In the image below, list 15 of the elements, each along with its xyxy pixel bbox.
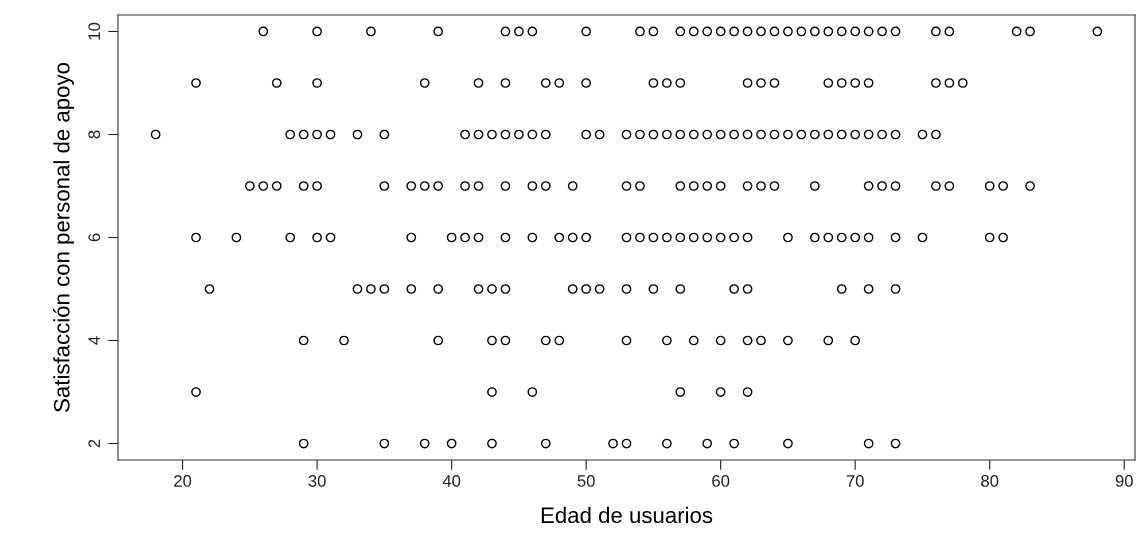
y-tick-label: 8 <box>88 130 101 139</box>
x-tick-label: 50 <box>577 475 595 487</box>
x-tick-label: 40 <box>442 475 461 487</box>
x-axis-title: Edad de usuarios <box>541 506 713 524</box>
y-tick-label: 6 <box>88 233 101 242</box>
y-tick-label: 10 <box>88 22 101 40</box>
x-tick-label: 80 <box>981 475 999 487</box>
y-tick-label: 2 <box>88 439 100 448</box>
x-tick-label: 60 <box>712 475 730 487</box>
x-tick-label: 20 <box>174 475 192 487</box>
x-tick-label: 90 <box>1115 475 1133 487</box>
x-tick-label: 70 <box>846 475 864 487</box>
x-tick-label: 30 <box>308 475 326 487</box>
y-axis-title: Satisfacción con personal de apoyo <box>53 63 74 412</box>
y-tick-label: 4 <box>88 336 100 345</box>
